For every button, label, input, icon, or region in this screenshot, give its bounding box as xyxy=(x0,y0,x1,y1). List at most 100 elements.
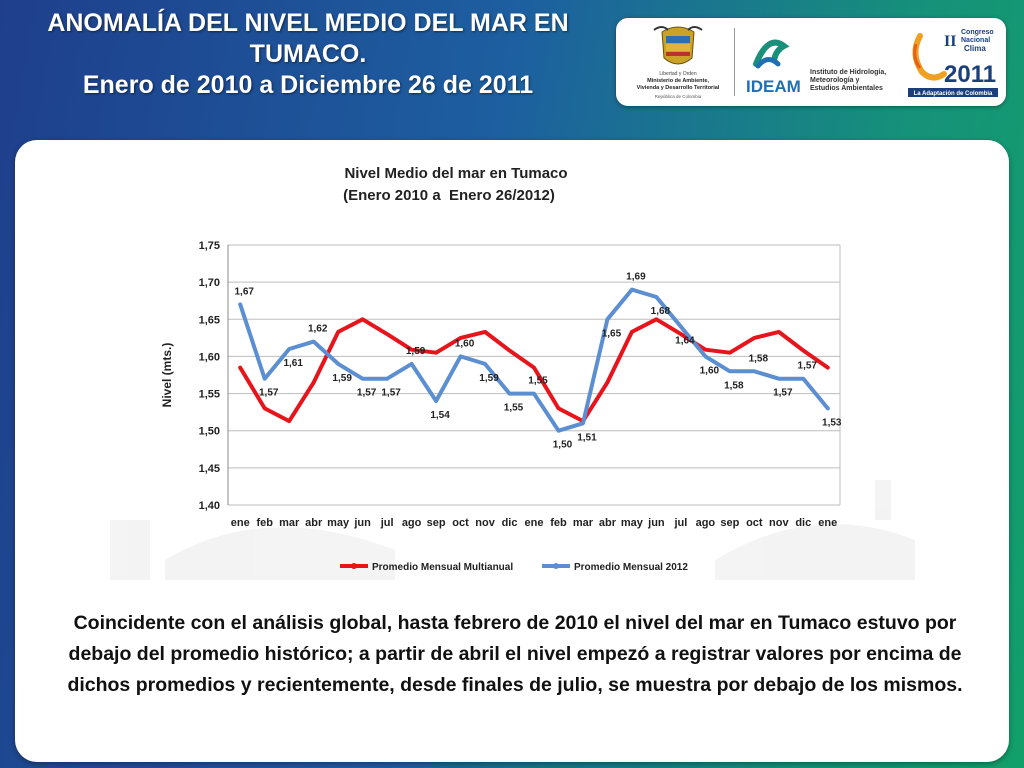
data-label: 1,69 xyxy=(626,272,646,283)
chart-legend: Promedio Mensual Multianual Promedio Mens… xyxy=(340,562,688,573)
data-point xyxy=(801,377,805,381)
data-label: 1,50 xyxy=(553,440,573,451)
data-label: 1,60 xyxy=(455,338,475,349)
data-label: 1,57 xyxy=(773,388,793,399)
data-point xyxy=(777,377,781,381)
data-point xyxy=(630,330,634,334)
data-point xyxy=(336,330,340,334)
x-tick-label: mar xyxy=(573,517,594,529)
x-tick-label: jul xyxy=(380,517,394,529)
data-point xyxy=(434,351,438,355)
data-point xyxy=(728,369,732,373)
data-point xyxy=(361,317,365,321)
data-point xyxy=(263,377,267,381)
data-label: 1,60 xyxy=(700,365,720,376)
congreso-clima-logo: II Congreso Nacional Clima 2011 La Adapt… xyxy=(908,29,998,97)
data-label: 1,62 xyxy=(308,324,328,335)
data-point xyxy=(679,325,683,329)
data-label: 1,54 xyxy=(430,410,450,421)
logo-bar: Libertad y Orden Ministerio de Ambiente,… xyxy=(616,18,1006,106)
data-point xyxy=(385,332,389,336)
data-point xyxy=(826,406,830,410)
data-label: 1,61 xyxy=(283,358,303,369)
x-tick-label: dic xyxy=(795,517,811,529)
y-tick-label: 1,70 xyxy=(199,277,220,289)
x-tick-label: ene xyxy=(525,517,544,529)
data-point xyxy=(777,330,781,334)
data-point xyxy=(263,406,267,410)
data-label: 1,68 xyxy=(651,306,671,317)
legend-marker xyxy=(553,563,559,569)
slide-title: ANOMALÍA DEL NIVEL MEDIO DEL MAR EN TUMA… xyxy=(8,8,608,101)
ministerio-country: República de Colombia xyxy=(655,94,702,99)
data-point xyxy=(238,302,242,306)
data-point xyxy=(752,336,756,340)
data-label: 1,59 xyxy=(479,373,499,384)
ideam-emblem-icon xyxy=(753,39,790,69)
data-point xyxy=(312,380,316,384)
data-point xyxy=(508,348,512,352)
data-point xyxy=(654,317,658,321)
data-point xyxy=(703,348,707,352)
legend-label: Promedio Mensual 2012 xyxy=(574,562,688,573)
data-point xyxy=(361,377,365,381)
legend-label: Promedio Mensual Multianual xyxy=(372,562,513,573)
data-point xyxy=(287,347,291,351)
sea-level-chart: Nivel Medio del mar en Tumaco (Enero 201… xyxy=(110,165,915,580)
ministerio-name: Ministerio de Ambiente, xyxy=(647,78,709,84)
data-point xyxy=(434,399,438,403)
x-tick-label: jun xyxy=(647,517,665,529)
ministerio-motto: Libertad y Orden xyxy=(659,71,696,77)
congreso-line-2: Nacional xyxy=(961,37,990,44)
x-tick-label: feb xyxy=(256,517,273,529)
y-tick-label: 1,55 xyxy=(199,389,220,401)
x-tick-label: nov xyxy=(475,517,495,529)
series-line-mensual-2012 xyxy=(238,287,830,433)
y-tick-label: 1,45 xyxy=(199,463,220,475)
data-point xyxy=(654,295,658,299)
ministerio-logo: Libertad y Orden Ministerio de Ambiente,… xyxy=(637,26,720,99)
data-point xyxy=(581,421,585,425)
data-point xyxy=(532,366,536,370)
data-point xyxy=(556,406,560,410)
x-tick-label: jul xyxy=(673,517,687,529)
data-point xyxy=(679,332,683,336)
congreso-line-1: Congreso xyxy=(961,29,994,36)
data-label: 1,58 xyxy=(724,380,744,391)
data-label: 1,59 xyxy=(406,346,426,357)
x-tick-label: oct xyxy=(746,517,763,529)
data-point xyxy=(483,362,487,366)
data-point xyxy=(459,354,463,358)
ideam-desc-3: Estudios Ambientales xyxy=(810,85,883,92)
content-panel: Nivel Medio del mar en Tumaco (Enero 201… xyxy=(15,140,1009,762)
chart-subtitle: (Enero 2010 a Enero 26/2012) xyxy=(343,187,555,204)
data-point xyxy=(410,362,414,366)
data-label: 1,57 xyxy=(357,388,377,399)
y-axis-label: Nivel (mts.) xyxy=(160,343,174,408)
data-point xyxy=(238,366,242,370)
x-tick-label: may xyxy=(327,517,350,529)
data-label: 1,65 xyxy=(602,328,622,339)
y-tick-label: 1,40 xyxy=(199,500,220,512)
data-label: 1,64 xyxy=(675,336,695,347)
congreso-tagline-bar xyxy=(908,88,998,97)
data-point xyxy=(312,340,316,344)
ideam-name: IDEAM xyxy=(746,77,801,96)
data-point xyxy=(410,348,414,352)
data-point xyxy=(532,392,536,396)
ideam-desc-2: Meteorología y xyxy=(810,77,860,84)
data-label: 1,51 xyxy=(577,432,597,443)
title-line-3: Enero de 2010 a Diciembre 26 de 2011 xyxy=(82,71,534,99)
x-tick-label: sep xyxy=(720,517,739,529)
x-tick-label: mar xyxy=(279,517,300,529)
x-tick-label: abr xyxy=(305,517,323,529)
ideam-desc-1: Instituto de Hidrología, xyxy=(810,69,886,76)
watermark-decoration xyxy=(110,480,915,580)
congreso-line-3: Clima xyxy=(964,44,986,53)
y-tick-label: 1,60 xyxy=(199,351,220,363)
data-point xyxy=(483,330,487,334)
x-tick-label: ene xyxy=(231,517,250,529)
x-tick-label: ago xyxy=(402,517,422,529)
data-point xyxy=(459,336,463,340)
